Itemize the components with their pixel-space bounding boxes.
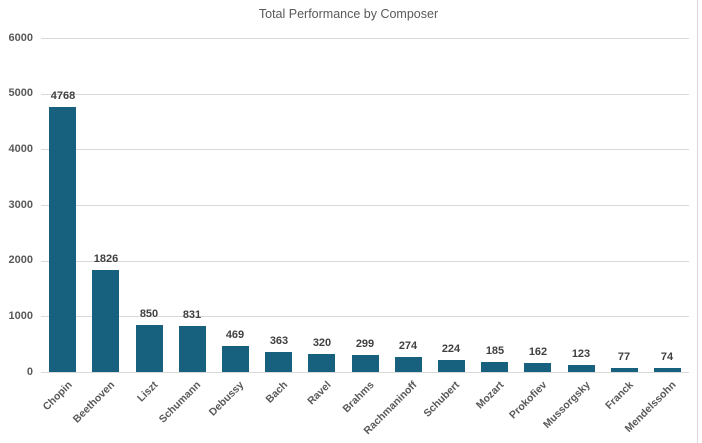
bar	[352, 355, 379, 372]
bar-value-label: 162	[528, 346, 548, 358]
gridline	[41, 94, 689, 95]
y-axis-label: 4000	[8, 143, 33, 155]
bar-value-label: 1826	[93, 253, 119, 265]
bar-value-label: 224	[441, 343, 461, 355]
gridline	[41, 316, 689, 317]
x-axis-label: Debussy	[207, 379, 247, 419]
x-axis-label: Franck	[602, 379, 636, 412]
x-axis-label: Schumann	[157, 379, 204, 426]
bar-value-label: 123	[571, 348, 591, 360]
bar-value-label: 77	[617, 351, 631, 363]
bar-value-label: 299	[355, 338, 375, 350]
x-axis-label: Prokofiev	[507, 379, 550, 422]
chart-title: Total Performance by Composer	[258, 7, 439, 21]
x-axis-label: Liszt	[135, 379, 161, 405]
bar	[49, 107, 76, 372]
gridline	[41, 149, 689, 150]
bar	[395, 357, 422, 372]
bar-value-label: 274	[398, 340, 418, 352]
x-axis-label: Bach	[263, 379, 291, 406]
bar	[308, 354, 335, 372]
y-axis-label: 3000	[8, 199, 33, 211]
gridline	[41, 372, 689, 373]
x-axis-label: Schubert	[421, 379, 463, 420]
x-axis-label: Beethoven	[71, 379, 118, 426]
bar	[179, 326, 206, 372]
bar-value-label: 185	[485, 345, 505, 357]
x-axis-label: Brahms	[340, 379, 377, 416]
bar	[265, 352, 292, 372]
bar-value-label: 831	[182, 309, 202, 321]
y-axis-label: 2000	[8, 254, 33, 266]
bar-value-label: 850	[139, 308, 159, 320]
x-axis-label: Chopin	[40, 379, 75, 414]
bar	[92, 270, 119, 372]
gridline	[41, 261, 689, 262]
bar	[654, 368, 681, 372]
bar	[611, 368, 638, 372]
y-axis-label: 6000	[8, 32, 33, 44]
x-axis-label: Ravel	[305, 379, 334, 408]
x-axis-label: Mozart	[474, 379, 507, 412]
chart-right-border	[697, 0, 698, 443]
bar	[222, 346, 249, 372]
bar	[438, 360, 465, 372]
bar-value-label: 363	[269, 335, 289, 347]
gridline	[41, 38, 689, 39]
bar-value-label: 74	[660, 351, 674, 363]
bar-value-label: 469	[225, 329, 245, 341]
bar	[481, 362, 508, 372]
bar	[524, 363, 551, 372]
bar	[568, 365, 595, 372]
bar-value-label: 320	[312, 337, 332, 349]
bar	[136, 325, 163, 372]
bar-value-label: 4768	[50, 90, 76, 102]
y-axis-label: 5000	[8, 87, 33, 99]
y-axis-label: 0	[26, 366, 33, 378]
gridline	[41, 205, 689, 206]
y-axis-label: 1000	[8, 310, 33, 322]
